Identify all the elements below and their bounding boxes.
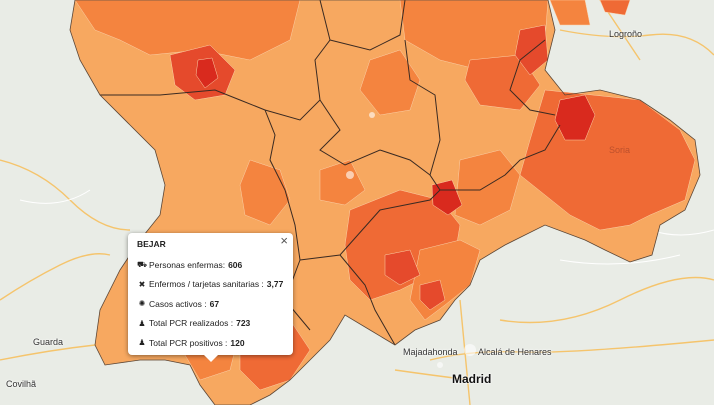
health-card-icon: ✖ — [138, 279, 146, 289]
popup-row: ⛟ Personas enfermas: 606 — [137, 255, 284, 275]
popup-tip — [204, 355, 218, 362]
popup-row-label: Casos activos : — [149, 298, 207, 309]
popup-row: ♟ Total PCR realizados : 723 — [137, 314, 284, 334]
popup-row-value: 3,77 — [266, 279, 284, 290]
bed-icon: ⛟ — [137, 259, 148, 269]
popup-row-value: 723 — [236, 318, 251, 329]
close-icon[interactable]: × — [280, 233, 288, 248]
virus-icon: ✺ — [138, 299, 146, 309]
popup-title: BEJAR — [137, 239, 166, 249]
city-areas — [346, 112, 476, 368]
place-label-madrid: Madrid — [452, 372, 492, 386]
popup-row-value: 606 — [228, 259, 243, 270]
info-popup: × BEJAR ⛟ Personas enfermas: 606 ✖ Enfer… — [128, 233, 293, 362]
popup-row-value: 120 — [230, 337, 245, 348]
popup-row-value: 67 — [209, 298, 220, 309]
popup-row: ✖ Enfermos / tarjetas sanitarias : 3,77 — [137, 275, 284, 295]
place-label-alcala: Alcalá de Henares — [478, 347, 552, 357]
place-label-logrono: Logroño — [609, 29, 643, 39]
popup-row-label: Enfermos / tarjetas sanitarias : — [149, 279, 264, 290]
place-label-covilha: Covilhã — [6, 379, 37, 389]
popup-row: ✺ Casos activos : 67 — [137, 294, 284, 314]
place-label-soria: Soria — [609, 145, 631, 155]
popup-row: ♟ Total PCR positivos : 120 — [137, 333, 284, 353]
person-icon: ♟ — [138, 318, 146, 328]
place-label-majadahonda: Majadahonda — [403, 347, 458, 357]
person-icon: ♟ — [138, 338, 146, 348]
popup-row-label: Total PCR realizados : — [149, 318, 234, 329]
popup-row-label: Total PCR positivos : — [149, 337, 228, 348]
place-label-guarda: Guarda — [33, 337, 64, 347]
popup-row-label: Personas enfermas: — [149, 259, 226, 270]
